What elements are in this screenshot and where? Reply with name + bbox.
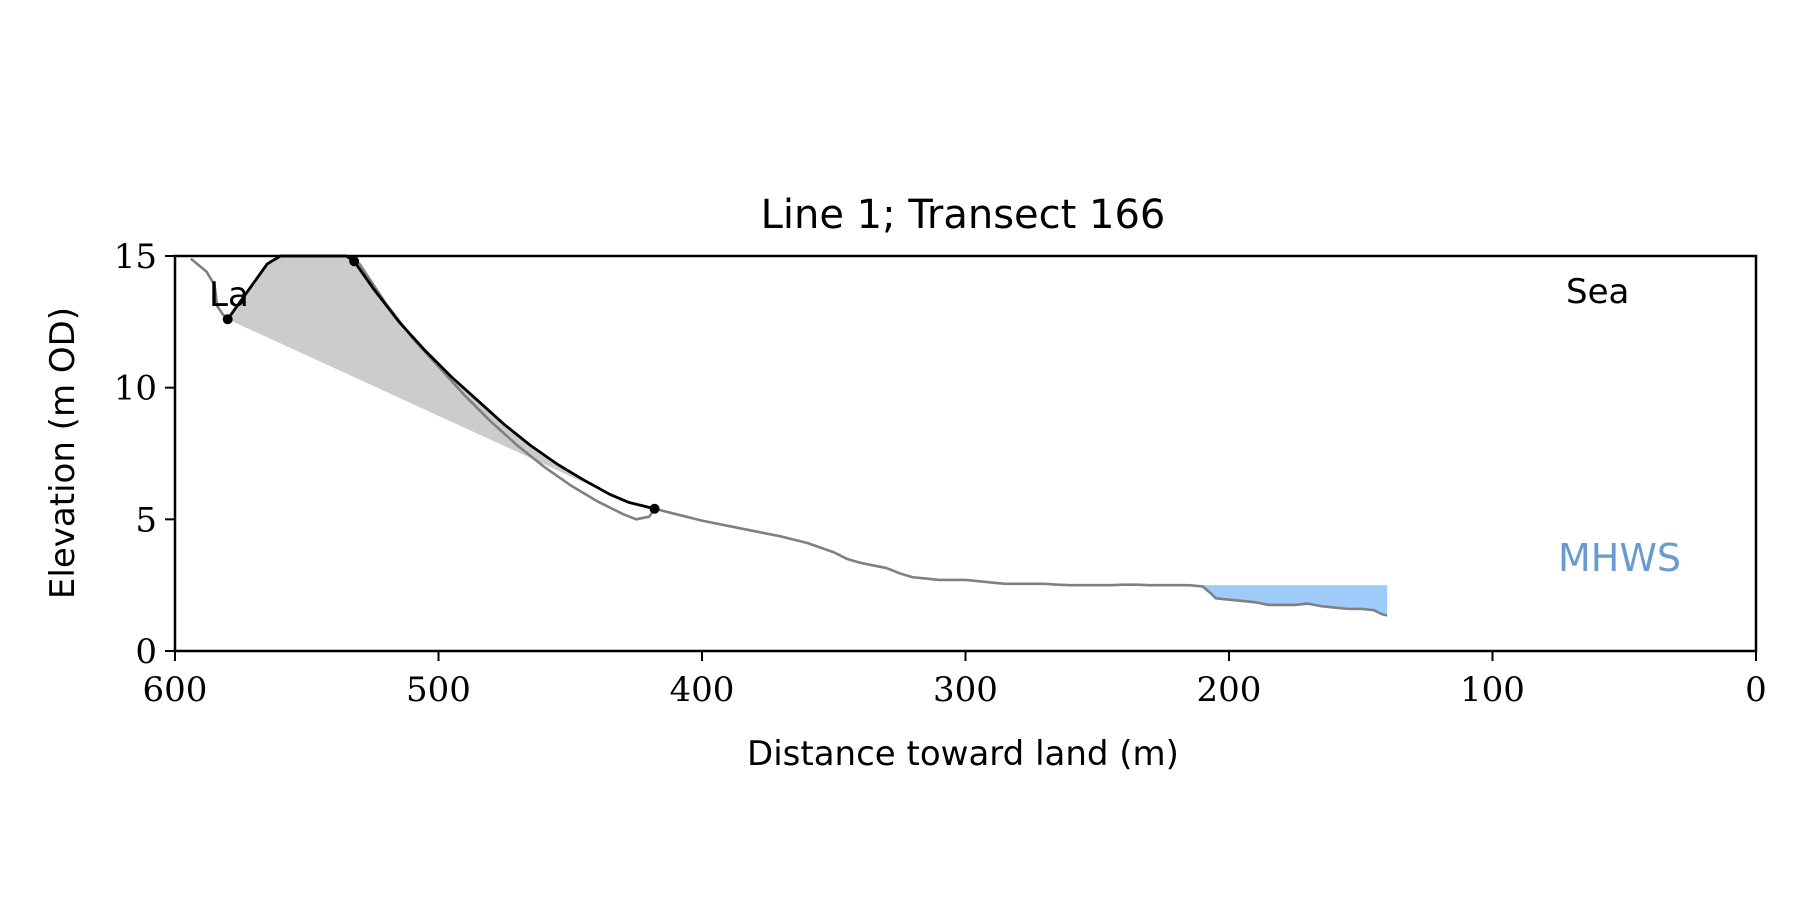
x-axis-label: Distance toward land (m): [747, 734, 1179, 774]
x-tick-label: 600: [143, 670, 208, 710]
profile-marker: [649, 503, 660, 514]
mhws-label: MHWS: [1558, 536, 1681, 580]
x-tick-label: 500: [406, 670, 471, 710]
y-tick-label: 0: [135, 632, 157, 672]
sea-label: Sea: [1566, 272, 1629, 312]
profile-marker: [222, 314, 233, 325]
y-tick-label: 15: [114, 237, 157, 277]
profile-marker: [349, 256, 360, 267]
plot-frame: [173, 254, 1758, 653]
fitted-curve-line: [226, 254, 655, 511]
y-axis: 0 5 10 15: [114, 237, 175, 672]
x-tick-label: 400: [670, 670, 735, 710]
shaded-region: [227, 256, 610, 495]
x-tick-label: 300: [933, 670, 998, 710]
x-tick-label: 100: [1460, 670, 1525, 710]
chart-title: Line 1; Transect 166: [761, 192, 1166, 238]
y-tick-label: 5: [135, 500, 157, 540]
x-tick-label: 0: [1745, 670, 1767, 710]
y-axis-label: Elevation (m OD): [43, 307, 83, 599]
x-tick-label: 200: [1197, 670, 1262, 710]
plot-area: [189, 254, 1388, 617]
land-label: La: [209, 275, 249, 315]
x-axis: 600 500 400 300 200 100 0: [143, 651, 1767, 710]
y-tick-label: 10: [114, 369, 157, 409]
